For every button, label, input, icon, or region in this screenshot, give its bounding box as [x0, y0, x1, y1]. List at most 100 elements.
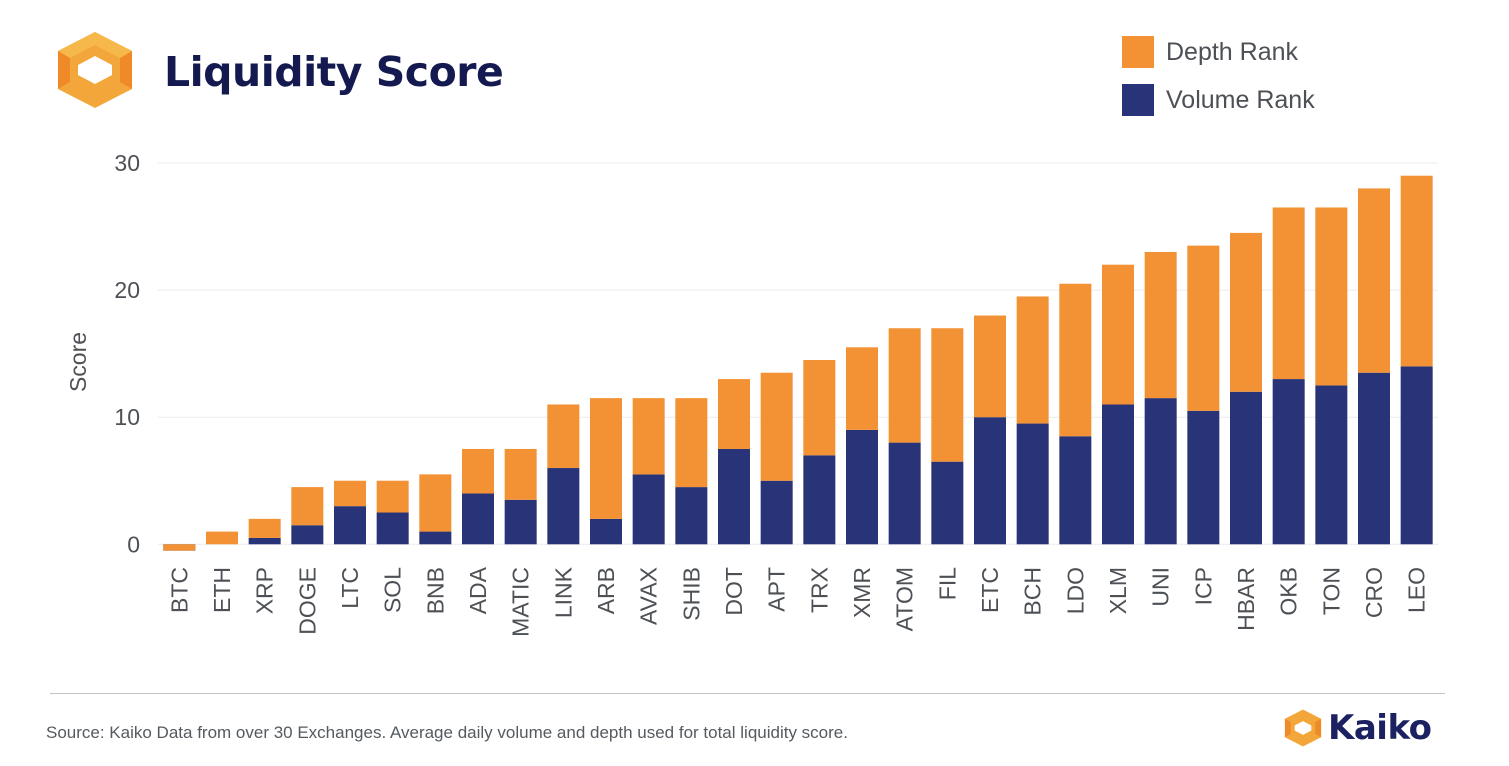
bar-depth-rank	[504, 448, 537, 500]
bar-depth-rank	[419, 474, 452, 532]
x-tick-label: XRP	[252, 567, 278, 614]
bar-volume-rank	[462, 493, 494, 545]
x-tick-label: LDO	[1062, 567, 1088, 614]
bar-volume-rank	[760, 480, 793, 545]
bar-depth-rank	[1230, 232, 1262, 392]
x-tick-label: ADA	[465, 566, 491, 614]
x-tick-label: DOGE	[294, 567, 320, 635]
legend-swatch-depth-rank	[1122, 36, 1154, 68]
bar-depth-rank	[632, 398, 665, 475]
bar-depth-rank	[1272, 207, 1305, 380]
bar-depth-rank	[462, 448, 494, 494]
x-tick-label: MATIC	[508, 567, 534, 637]
bar-volume-rank	[1187, 410, 1220, 545]
bar-volume-rank	[1016, 423, 1049, 545]
bar-depth-rank	[590, 398, 622, 519]
bar-depth-rank	[718, 379, 750, 449]
bar-depth-rank	[1400, 175, 1433, 367]
bar-volume-rank	[675, 487, 708, 545]
bar-depth-rank	[1144, 251, 1177, 399]
bar-depth-rank	[1187, 245, 1220, 411]
x-tick-label: XLM	[1105, 567, 1131, 614]
bar-depth-rank	[760, 372, 793, 481]
x-tick-label: HBAR	[1233, 567, 1259, 631]
chart-legend: Depth Rank Volume Rank	[1122, 28, 1315, 124]
bar-depth-rank	[1059, 283, 1092, 437]
x-tick-label: ATOM	[892, 567, 918, 631]
bar-depth-rank	[1102, 264, 1134, 405]
legend-item-volume-rank: Volume Rank	[1122, 76, 1315, 124]
bar-volume-rank	[974, 417, 1006, 545]
bar-volume-rank	[1358, 372, 1390, 545]
x-tick-label: LEO	[1404, 567, 1430, 613]
x-tick-label: FIL	[934, 567, 960, 600]
x-tick-label: LINK	[550, 566, 576, 618]
x-tick-label: APT	[764, 567, 790, 612]
x-tick-label: SHIB	[678, 567, 704, 621]
bar-volume-rank	[1144, 398, 1177, 545]
bar-volume-rank	[504, 499, 537, 545]
bar-depth-rank	[846, 347, 878, 430]
x-tick-label: TON	[1318, 567, 1344, 615]
kaiko-logo-icon	[58, 32, 132, 108]
x-tick-label: ICP	[1190, 567, 1216, 605]
bar-depth-rank	[376, 480, 409, 513]
kaiko-brand-icon	[1284, 709, 1322, 747]
bar-volume-rank	[291, 525, 324, 545]
bar-volume-rank	[846, 429, 878, 545]
x-tick-label: CRO	[1361, 567, 1387, 618]
legend-label-volume-rank: Volume Rank	[1166, 85, 1315, 114]
x-tick-label: ETH	[209, 567, 235, 613]
bar-volume-rank	[632, 474, 665, 545]
y-tick-label: 20	[114, 277, 140, 303]
x-tick-label: LTC	[337, 567, 363, 609]
source-note: Source: Kaiko Data from over 30 Exchange…	[46, 723, 848, 742]
bar-depth-rank	[931, 328, 964, 462]
y-axis-label: Score	[65, 332, 91, 392]
y-tick-label: 10	[114, 404, 140, 430]
bar-depth-rank	[547, 404, 580, 469]
y-tick-label: 0	[127, 531, 140, 557]
x-tick-label: DOT	[721, 567, 747, 616]
brand-logo: Kaiko	[1282, 707, 1432, 749]
bar-volume-rank	[248, 537, 281, 545]
x-tick-label: AVAX	[636, 567, 662, 625]
bar-volume-rank	[931, 461, 964, 545]
bar-volume-rank	[1400, 366, 1433, 545]
legend-swatch-volume-rank	[1122, 84, 1154, 116]
bar-volume-rank	[376, 512, 409, 545]
bar-volume-rank	[718, 448, 750, 545]
x-tick-label: OKB	[1276, 567, 1302, 616]
bar-volume-rank	[803, 455, 836, 545]
bar-depth-rank	[803, 360, 836, 456]
y-tick-label: 30	[114, 150, 140, 176]
bar-depth-rank	[974, 315, 1006, 418]
page-title: Liquidity Score	[164, 48, 504, 96]
x-tick-label: SOL	[380, 567, 406, 613]
bar-volume-rank	[1059, 436, 1092, 545]
bar-depth-rank	[163, 544, 196, 551]
bar-volume-rank	[1272, 379, 1305, 545]
bar-volume-rank	[1315, 385, 1348, 545]
bar-volume-rank	[1102, 404, 1134, 545]
bar-volume-rank	[547, 468, 580, 545]
bar-volume-rank	[334, 506, 366, 545]
x-tick-label: BNB	[422, 567, 448, 614]
bar-volume-rank	[1230, 391, 1262, 545]
bar-depth-rank	[334, 480, 366, 507]
brand-name: Kaiko	[1328, 708, 1432, 748]
bar-depth-rank	[1016, 296, 1049, 424]
x-tick-label: BTC	[166, 567, 192, 613]
bar-depth-rank	[888, 328, 921, 443]
legend-label-depth-rank: Depth Rank	[1166, 37, 1299, 66]
x-tick-label: ARB	[593, 567, 619, 614]
x-tick-label: ETC	[977, 567, 1003, 613]
legend-item-depth-rank: Depth Rank	[1122, 28, 1315, 76]
x-tick-label: UNI	[1148, 567, 1174, 607]
bar-depth-rank	[675, 398, 708, 488]
x-tick-label: BCH	[1020, 567, 1046, 616]
x-tick-label: TRX	[806, 567, 832, 613]
footer-divider	[50, 693, 1445, 694]
bar-depth-rank	[248, 518, 281, 538]
